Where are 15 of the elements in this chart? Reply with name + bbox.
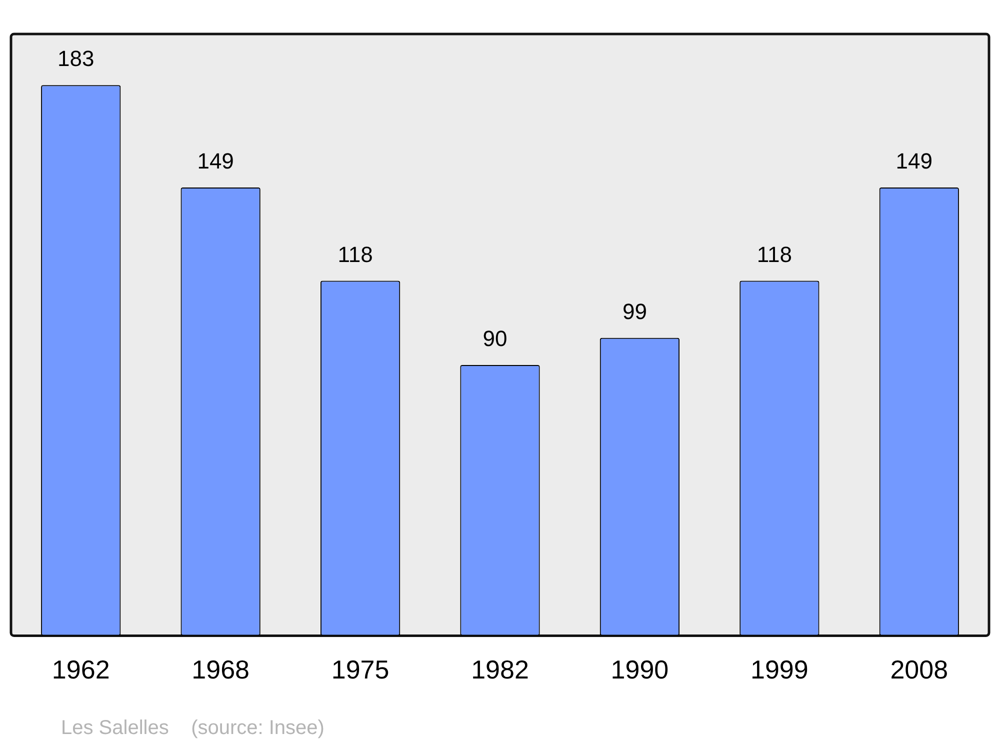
data-label: 183 <box>58 46 94 72</box>
data-label: 99 <box>622 298 647 324</box>
x-tick-label: 1962 <box>52 654 110 685</box>
x-tick-label: 1990 <box>610 654 669 685</box>
x-tick-label: 1975 <box>331 654 390 685</box>
x-tick-label: 2008 <box>890 654 948 685</box>
data-label: 118 <box>756 242 792 267</box>
x-tick-label: 1999 <box>750 654 808 685</box>
text: Les Salelles (source: Insee) <box>61 717 324 740</box>
x-tick-label: 1968 <box>192 654 250 685</box>
x-tick-label: 1982 <box>471 654 529 685</box>
data-label: 149 <box>896 148 932 174</box>
data-label: 149 <box>197 148 234 174</box>
data-label: 90 <box>482 326 508 352</box>
data-label: 118 <box>338 242 373 267</box>
